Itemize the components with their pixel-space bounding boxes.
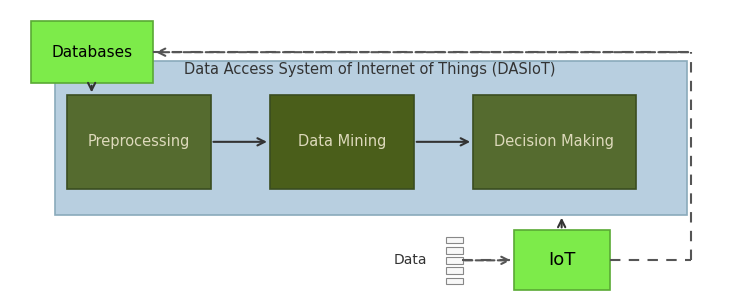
Text: IoT: IoT (548, 251, 576, 269)
Text: Preprocessing: Preprocessing (87, 134, 190, 150)
FancyBboxPatch shape (446, 257, 463, 264)
Text: Databases: Databases (52, 45, 132, 60)
FancyBboxPatch shape (55, 61, 687, 215)
Text: Decision Making: Decision Making (494, 134, 614, 150)
FancyBboxPatch shape (446, 247, 463, 254)
FancyBboxPatch shape (446, 278, 463, 284)
FancyBboxPatch shape (270, 95, 414, 189)
Text: Data Access System of Internet of Things (DASIoT): Data Access System of Internet of Things… (184, 62, 555, 76)
FancyBboxPatch shape (31, 21, 153, 83)
Text: Data Mining: Data Mining (298, 134, 386, 150)
FancyBboxPatch shape (514, 230, 610, 290)
FancyBboxPatch shape (473, 95, 636, 189)
FancyBboxPatch shape (446, 267, 463, 274)
Text: Data: Data (394, 253, 427, 267)
FancyBboxPatch shape (446, 237, 463, 243)
FancyBboxPatch shape (67, 95, 211, 189)
